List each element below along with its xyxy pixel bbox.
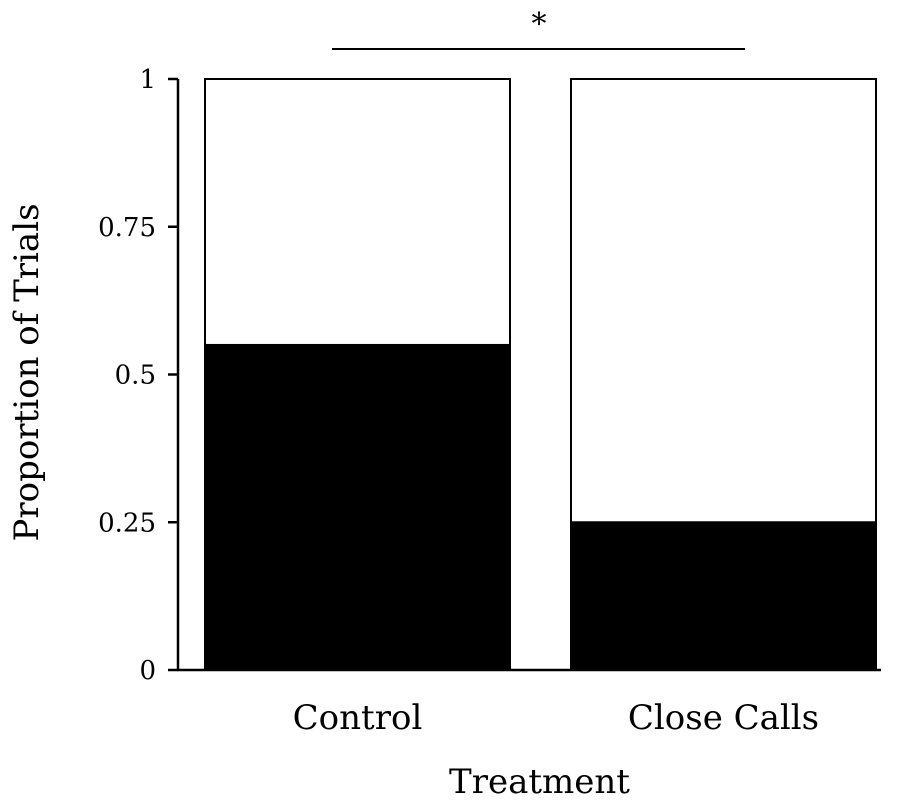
- y-tick-label: 1: [139, 65, 156, 95]
- bars-layer: [204, 78, 877, 671]
- bar-segment-lower-control: [204, 343, 511, 671]
- significance-star: *: [532, 7, 547, 42]
- bar-segment-upper-control: [204, 78, 511, 346]
- y-axis-title: Proportion of Trials: [7, 203, 47, 541]
- x-category-label: Control: [293, 698, 423, 738]
- x-category-label: Close Calls: [628, 698, 819, 738]
- y-tick-label: 0.75: [98, 213, 156, 243]
- y-tick-label: 0.5: [115, 361, 156, 391]
- bar-segment-upper-close-calls: [570, 78, 877, 524]
- y-tick-label: 0: [139, 656, 156, 686]
- y-tick-label: 0.25: [98, 508, 156, 538]
- y-ticks: 0 0.25 0.5 0.75 1: [98, 65, 178, 686]
- significance-annotation: *: [332, 7, 745, 50]
- x-axis-title: Treatment: [449, 762, 630, 800]
- x-category-labels: Control Close Calls: [293, 698, 819, 738]
- bar-segment-lower-close-calls: [570, 521, 877, 671]
